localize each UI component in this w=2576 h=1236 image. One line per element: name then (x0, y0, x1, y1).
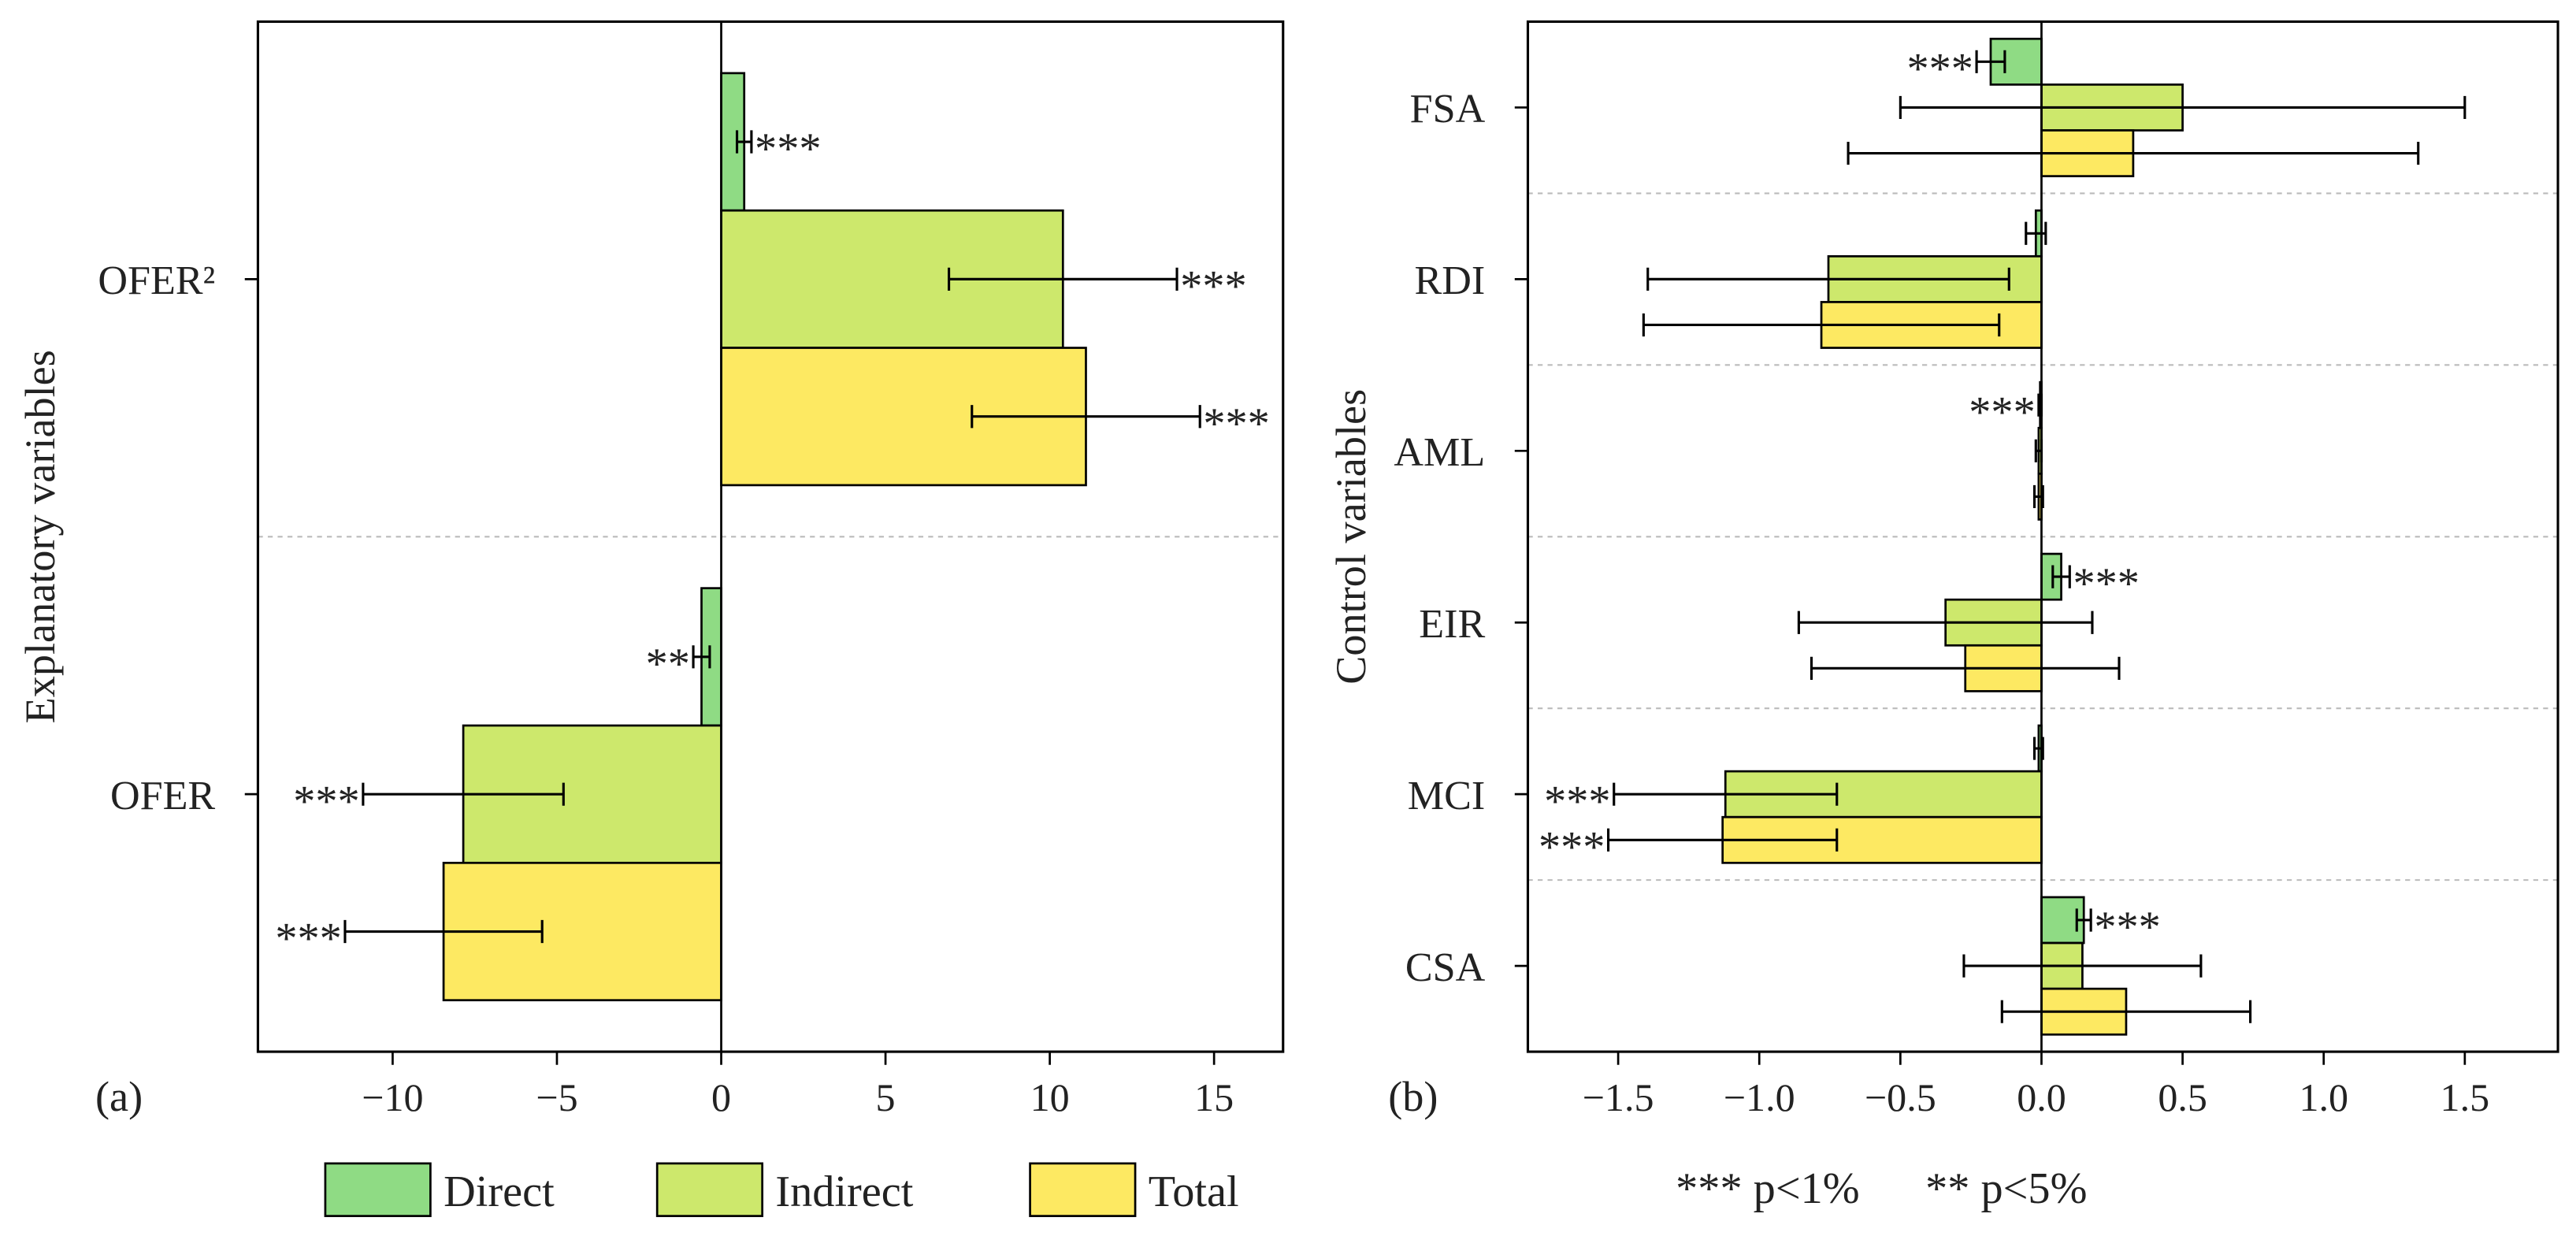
significance: *** (1180, 262, 1246, 310)
error-bar (947, 267, 1179, 291)
plot-frame (256, 20, 1285, 1053)
error-bar (1607, 828, 1839, 852)
error-bar (1899, 95, 2467, 120)
y-axis-title: Explanatory variables (17, 350, 64, 723)
significance: *** (2073, 559, 2139, 608)
y-axis-title: Control variables (1327, 389, 1375, 685)
y-tick-label: AML (1394, 430, 1485, 475)
error-bar (735, 130, 753, 154)
error-bar (1646, 267, 2010, 291)
error-bar (1810, 656, 2121, 680)
x-tick-label: 1.5 (2441, 1075, 2490, 1119)
x-tick-label: −0.5 (1865, 1075, 1936, 1119)
x-tick-label: 15 (1194, 1075, 1234, 1119)
y-tick-label: CSA (1405, 945, 1486, 990)
legend-label: Total (1149, 1167, 1239, 1216)
y-tick-label: FSA (1410, 87, 1486, 132)
error-bar (343, 919, 544, 944)
plot-frame (1526, 20, 2559, 1053)
error-bar (2051, 565, 2071, 588)
x-tick-label: −10 (362, 1075, 423, 1119)
significance: *** (1203, 399, 1269, 448)
panel-label: (b) (1388, 1073, 1438, 1120)
significance: *** (1906, 44, 1973, 93)
error-bar (2075, 908, 2092, 932)
error-bar (1962, 954, 2203, 978)
x-tick-label: −1.0 (1724, 1075, 1795, 1119)
x-tick-label: −1.5 (1583, 1075, 1654, 1119)
error-bar (1975, 50, 2006, 73)
significance: *** (275, 915, 341, 963)
error-bar (692, 645, 711, 669)
significance: *** (1544, 777, 1610, 826)
legend-label: Direct (444, 1167, 555, 1216)
significance: *** (1539, 822, 1605, 871)
significance: *** (755, 124, 821, 173)
y-tick-label: OFER (110, 774, 215, 818)
error-bar (1847, 141, 2420, 165)
x-tick-label: 5 (876, 1075, 896, 1119)
legend-swatch (1029, 1162, 1137, 1217)
y-tick-label: EIR (1419, 602, 1485, 647)
x-tick-label: 10 (1030, 1075, 1070, 1119)
significance: *** (2094, 903, 2160, 952)
error-bar (971, 405, 1201, 429)
footnote: *** p<1% (1676, 1164, 1859, 1213)
x-tick-label: −5 (536, 1075, 577, 1119)
error-bar (2000, 1000, 2252, 1023)
y-tick-label: RDI (1414, 258, 1485, 303)
x-tick-label: 0 (711, 1075, 731, 1119)
x-tick-label: 1.0 (2299, 1075, 2348, 1119)
y-tick-label: MCI (1408, 774, 1485, 818)
legend-label: Indirect (775, 1167, 913, 1216)
x-tick-label: 0.0 (2017, 1075, 2066, 1119)
error-bar (1613, 782, 1839, 806)
footnote: ** p<5% (1925, 1164, 2087, 1213)
x-tick-label: 0.5 (2158, 1075, 2207, 1119)
panel-label: (a) (95, 1073, 143, 1120)
error-bar (1642, 313, 2001, 337)
y-tick-label: OFER² (98, 258, 215, 303)
legend-swatch (324, 1162, 432, 1217)
error-bar (362, 782, 565, 806)
error-bar (1797, 611, 2094, 634)
legend-swatch (655, 1162, 764, 1217)
significance: ** (646, 640, 690, 689)
significance: *** (1969, 388, 2035, 436)
significance: *** (293, 777, 359, 826)
